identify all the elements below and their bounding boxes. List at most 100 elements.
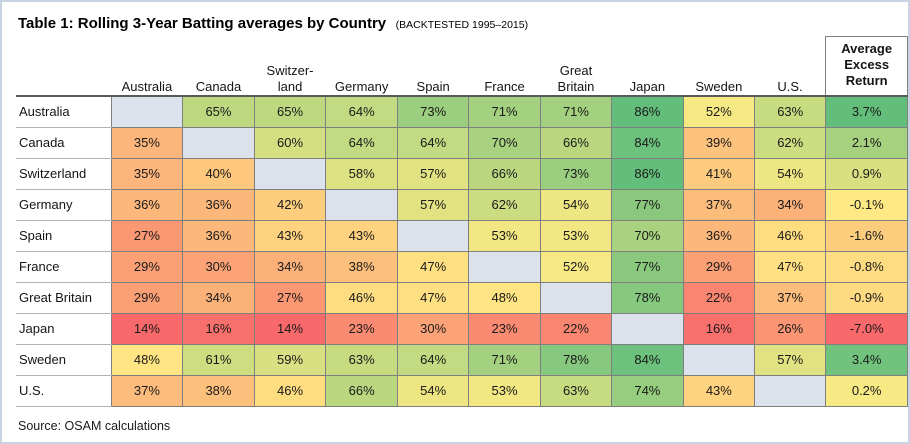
row-label: Canada [16,126,112,159]
matrix-cell: 52% [539,250,613,283]
table-row: U.S. 37% 38% 46% 66% 54% 53% 63% 74% 43% 0.2% [16,374,908,407]
matrix-cell: 86% [611,95,684,128]
table-row: Sweden 48% 61% 59% 63% 64% 71% 78% 84% 57% 3.4% [16,343,908,376]
column-header: Sweden [683,36,755,97]
diagonal-cell [611,312,684,345]
matrix-cell: 70% [468,126,541,159]
matrix-cell: 70% [611,219,684,252]
matrix-cell: 38% [325,250,398,283]
matrix-cell: 84% [611,343,684,376]
matrix-cell: 36% [110,188,184,221]
matrix-cell: 62% [468,188,541,221]
table-title: Table 1: Rolling 3-Year Batting averages… [18,15,908,33]
matrix-cell: 43% [682,374,756,407]
excess-return-cell: 0.9% [825,157,908,190]
matrix-cell: 47% [754,250,827,283]
matrix-cell: 54% [396,374,470,407]
matrix-cell: 35% [110,157,184,190]
column-header: Germany [325,36,398,97]
diagonal-cell [253,157,327,190]
matrix-cell: 62% [754,126,827,159]
row-label: Great Britain [16,281,112,314]
matrix-cell: 27% [253,281,327,314]
matrix-cell: 41% [682,157,756,190]
matrix-cell: 29% [110,250,184,283]
matrix-cell: 23% [468,312,541,345]
matrix-cell: 30% [182,250,255,283]
matrix-cell: 63% [754,95,827,128]
matrix-cell: 65% [253,95,327,128]
matrix-cell: 63% [539,374,613,407]
excess-return-cell: 2.1% [825,126,908,159]
matrix-cell: 53% [468,374,541,407]
matrix-cell: 59% [253,343,327,376]
matrix-cell: 46% [253,374,327,407]
matrix-cell: 84% [611,126,684,159]
matrix-cell: 40% [182,157,255,190]
matrix-cell: 29% [682,250,756,283]
matrix-cell: 16% [182,312,255,345]
matrix-cell: 36% [682,219,756,252]
matrix-cell: 26% [754,312,827,345]
matrix-cell: 35% [110,126,184,159]
matrix-cell: 38% [182,374,255,407]
matrix-cell: 53% [468,219,541,252]
matrix-cell: 43% [325,219,398,252]
excess-return-cell: -7.0% [825,312,908,345]
matrix-cell: 27% [110,219,184,252]
matrix-cell: 47% [396,250,470,283]
excess-column-header: Average Excess Return [825,36,908,97]
matrix-cell: 63% [325,343,398,376]
matrix-cell: 66% [325,374,398,407]
header-row: Australia Canada Switzer- land Germany Spain… [16,36,908,97]
matrix-cell: 64% [325,95,398,128]
matrix-cell: 77% [611,250,684,283]
matrix-cell: 46% [325,281,398,314]
row-label: Switzerland [16,157,112,190]
matrix-cell: 66% [468,157,541,190]
matrix-cell: 66% [539,126,613,159]
diagonal-cell [682,343,756,376]
matrix-cell: 58% [325,157,398,190]
excess-return-cell: 0.2% [825,374,908,407]
matrix-cell: 30% [396,312,470,345]
row-label: U.S. [16,374,112,407]
matrix-cell: 73% [396,95,470,128]
column-header: Canada [182,36,255,97]
matrix-cell: 16% [682,312,756,345]
table-title-qualifier: (BACKTESTED 1995–2015) [395,19,529,31]
matrix-cell: 77% [611,188,684,221]
matrix-cell: 64% [396,343,470,376]
matrix-cell: 71% [468,95,541,128]
matrix-cell: 61% [182,343,255,376]
column-header: Australia [111,36,183,97]
table-row: Canada 35% 60% 64% 64% 70% 66% 84% 39% 62% 2.1% [16,126,908,159]
matrix-cell: 37% [110,374,184,407]
column-header: Switzer- land [254,36,326,97]
matrix-cell: 48% [110,343,184,376]
row-label: Germany [16,188,112,221]
matrix-cell: 57% [396,188,470,221]
diagonal-cell [182,126,255,159]
diagonal-cell [539,281,613,314]
matrix-cell: 64% [325,126,398,159]
column-header: Spain [397,36,469,97]
row-label: Spain [16,219,112,252]
matrix-cell: 47% [396,281,470,314]
matrix-cell: 64% [396,126,470,159]
table-row: Germany 36% 36% 42% 57% 62% 54% 77% 37% 34% -0.1% [16,188,908,221]
column-header: France [468,36,541,97]
matrix-cell: 42% [253,188,327,221]
excess-return-cell: -1.6% [825,219,908,252]
matrix-cell: 54% [754,157,827,190]
matrix-cell: 60% [253,126,327,159]
row-label: Australia [16,95,112,128]
matrix-cell: 37% [754,281,827,314]
matrix-cell: 22% [539,312,613,345]
diagonal-cell [754,374,827,407]
matrix-cell: 74% [611,374,684,407]
excess-return-cell: -0.9% [825,281,908,314]
matrix-cell: 71% [539,95,613,128]
batting-averages-heatmap-table: Australia Canada Switzer- land Germany Spain… [16,36,908,407]
diagonal-cell [325,188,398,221]
